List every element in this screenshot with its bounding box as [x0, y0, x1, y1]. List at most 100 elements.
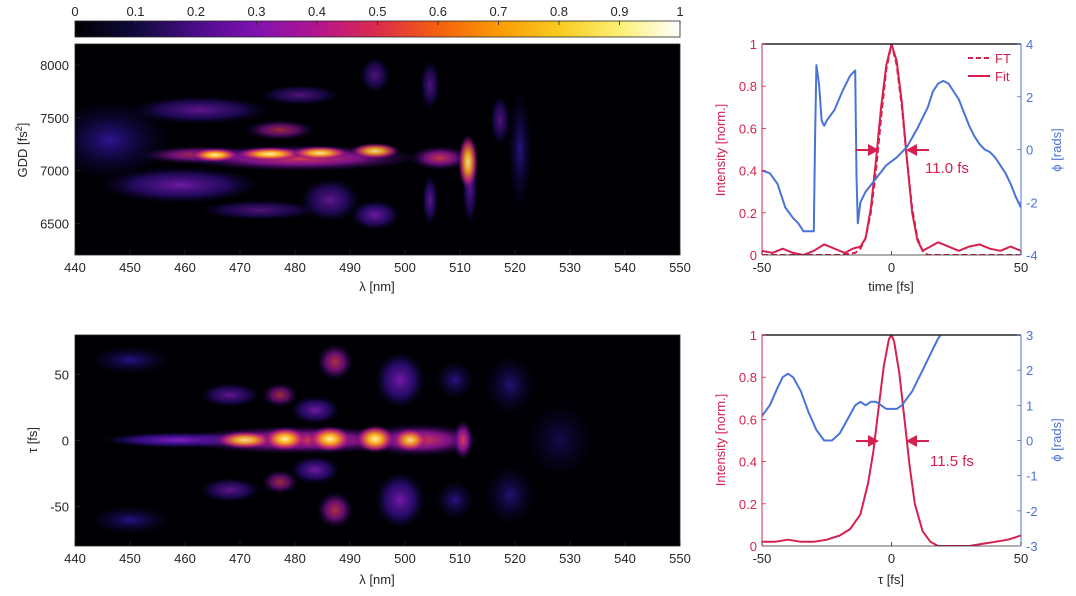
series-phase — [762, 64, 1021, 233]
colorbar-tick-label: 1 — [676, 4, 683, 19]
heatmap-tau-texture — [90, 344, 595, 534]
y-tick-label: 6500 — [40, 216, 69, 231]
pulse-bottom-background — [762, 335, 1021, 546]
arrow-left-icon — [906, 144, 917, 156]
x-tick-label: 460 — [174, 260, 196, 275]
colorbar-tick-label: 0.5 — [368, 4, 386, 19]
legend-ft-label: FT — [995, 51, 1011, 66]
x-tick-label: 480 — [284, 551, 306, 566]
x-tick-label: 0 — [888, 551, 895, 566]
y-tick-right-label: 0 — [1026, 143, 1033, 158]
heatmap-tau-axes: 440 450 460 470 480 490 500 510 520 530 540 550 -50 0… — [50, 368, 691, 566]
x-tick-label: 500 — [394, 260, 416, 275]
pulse-bottom-xlabel: τ [fs] — [878, 572, 904, 587]
y-tick-left-label: 0.6 — [739, 412, 757, 427]
x-tick-label: 500 — [394, 551, 416, 566]
pulse-top-series — [762, 44, 1021, 255]
y-tick-right-label: -3 — [1026, 539, 1038, 554]
y-tick-left-label: 0.6 — [739, 121, 757, 136]
series-fit — [762, 44, 1021, 255]
y-tick-left-label: 0 — [750, 248, 757, 263]
x-tick-label: 470 — [229, 551, 251, 566]
x-tick-label: 490 — [339, 260, 361, 275]
pulse-top-fwhm-label: 11.0 fs — [925, 160, 969, 177]
y-tick-label: 50 — [55, 368, 69, 383]
y-tick-right-label: -1 — [1026, 469, 1038, 484]
series-phase — [762, 335, 942, 442]
x-tick-label: 440 — [64, 551, 86, 566]
heatmap-tau-ylabel: τ [fs] — [25, 427, 40, 453]
heatmap-tau: 440 450 460 470 480 490 500 510 520 530 540 550 -50 0… — [25, 334, 691, 587]
heatmap-tau-xlabel: λ [nm] — [359, 572, 394, 587]
colorbar-tick-label: 0.1 — [126, 4, 144, 19]
heatmap-gdd-ylabel: GDD [fs2] — [14, 123, 30, 178]
pulse-bottom-series — [762, 335, 1021, 546]
y-tick-label: 0 — [62, 434, 69, 449]
y-tick-right-label: 2 — [1026, 90, 1033, 105]
y-tick-right-label: 2 — [1026, 363, 1033, 378]
y-tick-right-label: -2 — [1026, 195, 1038, 210]
colorbar-tick-label: 0.9 — [610, 4, 628, 19]
y-tick-right-label: 3 — [1026, 328, 1033, 343]
heatmap-gdd: 440 450 460 470 480 490 500 510 520 530 540 550 6500… — [14, 43, 691, 294]
y-tick-right-label: -2 — [1026, 504, 1038, 519]
y-tick-label: -50 — [50, 499, 69, 514]
y-tick-label: 7000 — [40, 164, 69, 179]
colorbar-ticks: 0 0.1 0.2 0.3 0.4 0.5 0.6 0.7 0.8 0.9 1 — [71, 4, 684, 25]
y-tick-label: 8000 — [40, 58, 69, 73]
y-tick-left-label: 0.4 — [739, 455, 757, 470]
pulse-bottom-fwhm-label: 11.5 fs — [930, 453, 974, 470]
x-tick-label: 450 — [119, 260, 141, 275]
x-tick-label: -50 — [753, 260, 772, 275]
pulse-bottom-fwhm-arrows — [856, 435, 929, 447]
y-tick-left-label: 0.2 — [739, 206, 757, 221]
x-tick-label: 540 — [614, 551, 636, 566]
y-tick-left-label: 0.8 — [739, 370, 757, 385]
colorbar-tick-label: 0.7 — [489, 4, 507, 19]
colorbar-tick-label: 0.3 — [247, 4, 265, 19]
heatmap-gdd-axes: 440 450 460 470 480 490 500 510 520 530 540 550 6500… — [40, 58, 691, 275]
x-tick-label: 0 — [888, 260, 895, 275]
y-tick-right-label: 1 — [1026, 398, 1033, 413]
x-tick-label: 440 — [64, 260, 86, 275]
x-tick-label: 50 — [1014, 260, 1028, 275]
y-tick-left-label: 0.4 — [739, 164, 757, 179]
x-tick-label: 520 — [504, 551, 526, 566]
x-tick-label: 530 — [559, 260, 581, 275]
pulse-top-ylabel-left: Intensity [norm.] — [713, 104, 728, 196]
heatmap-gdd-texture — [75, 57, 532, 230]
x-tick-label: 50 — [1014, 551, 1028, 566]
y-tick-left-label: 1 — [750, 328, 757, 343]
x-tick-label: 510 — [449, 551, 471, 566]
x-tick-label: 450 — [119, 551, 141, 566]
x-tick-label: 470 — [229, 260, 251, 275]
x-tick-label: 520 — [504, 260, 526, 275]
series-ft — [762, 44, 1021, 255]
y-tick-right-label: 4 — [1026, 37, 1033, 52]
pulse-top-ylabel-right: ϕ [rads] — [1049, 128, 1064, 171]
pulse-top-legend: FT Fit — [968, 51, 1011, 84]
x-tick-label: 460 — [174, 551, 196, 566]
legend-fit-label: Fit — [995, 69, 1010, 84]
pulse-top-fwhm-arrows — [856, 144, 929, 156]
y-tick-left-label: 0 — [750, 539, 757, 554]
arrow-right-icon — [868, 435, 879, 447]
y-tick-left-label: 1 — [750, 37, 757, 52]
colorbar-tick-label: 0.4 — [308, 4, 326, 19]
x-tick-label: -50 — [753, 551, 772, 566]
x-tick-label: 530 — [559, 551, 581, 566]
x-tick-label: 480 — [284, 260, 306, 275]
x-tick-label: 510 — [449, 260, 471, 275]
y-tick-left-label: 0.8 — [739, 79, 757, 94]
colorbar-tick-label: 0.6 — [429, 4, 447, 19]
x-tick-label: 550 — [669, 260, 691, 275]
pulse-top-xlabel: time [fs] — [868, 279, 914, 294]
x-tick-label: 550 — [669, 551, 691, 566]
y-tick-right-label: 0 — [1026, 434, 1033, 449]
x-tick-label: 490 — [339, 551, 361, 566]
y-tick-left-label: 0.2 — [739, 497, 757, 512]
